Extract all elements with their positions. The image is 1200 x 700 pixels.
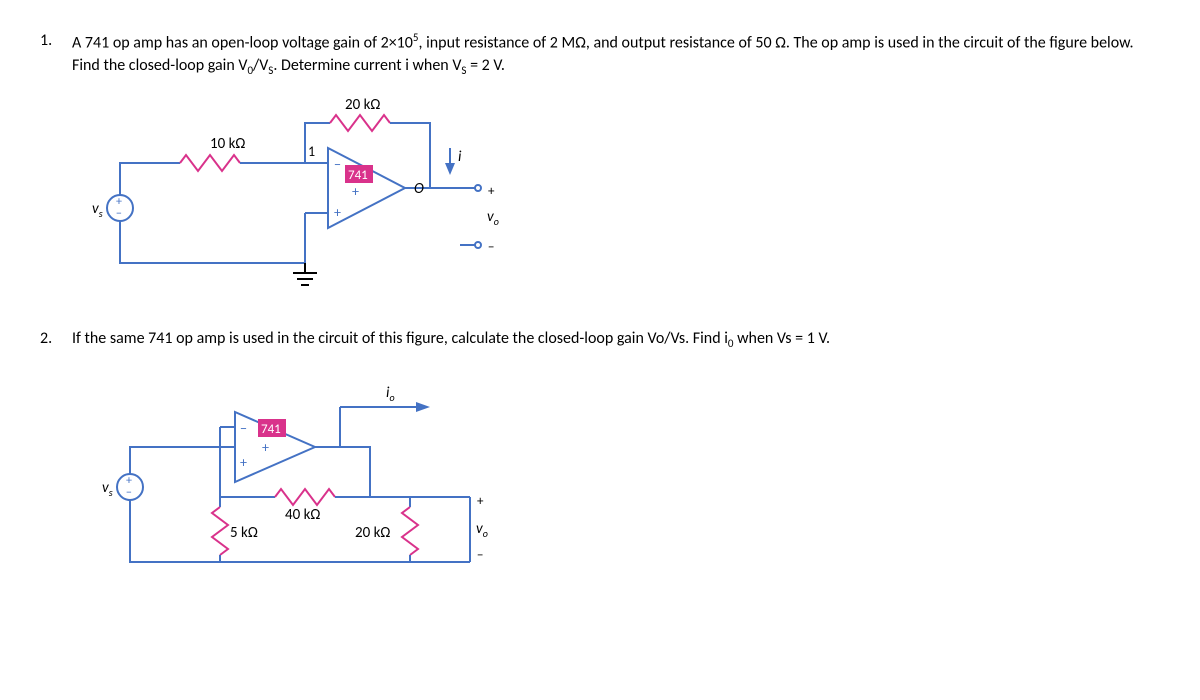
problem-2-number: 2. [40, 328, 72, 352]
circuit-1-svg: 10 kΩ 20 kΩ 1 741 − + + O i vs + − + vo … [80, 93, 510, 303]
vs-label-2: vs [102, 479, 113, 499]
problem-2-text: If the same 741 op amp is used in the ci… [72, 328, 1160, 352]
amp-label-2: 741 [261, 422, 281, 437]
svg-text:−: − [126, 486, 132, 500]
p1-text-seg3: /V [253, 56, 268, 75]
svg-text:+: + [488, 184, 495, 199]
problem-1: 1. A 741 op amp has an open-loop voltage… [40, 30, 1160, 303]
svg-text:+: + [477, 494, 484, 509]
p1-text-seg5: = 2 V. [466, 56, 504, 75]
circuit-2-svg: 741 − + + 5 kΩ 40 kΩ 20 kΩ io vs + − + v… [80, 367, 520, 577]
r2-label: 20 kΩ [345, 96, 380, 114]
r1-label-2: 5 kΩ [230, 524, 258, 542]
svg-text:+: + [334, 204, 341, 221]
svg-text:+: + [262, 439, 269, 456]
svg-text:−: − [334, 156, 341, 173]
problem-1-number: 1. [40, 30, 72, 78]
amp-label-1: 741 [348, 168, 368, 183]
p2-text-seg2: when Vs = 1 V. [733, 329, 830, 348]
problem-1-figure: 10 kΩ 20 kΩ 1 741 − + + O i vs + − + vo … [80, 93, 1160, 303]
svg-text:+: + [352, 183, 359, 200]
r2-label-2: 40 kΩ [285, 506, 320, 524]
svg-text:−: − [488, 240, 494, 255]
problem-2-figure: 741 − + + 5 kΩ 40 kΩ 20 kΩ io vs + − + v… [80, 367, 1160, 577]
svg-text:+: + [240, 454, 247, 471]
svg-text:−: − [240, 420, 247, 437]
problem-2: 2. If the same 741 op amp is used in the… [40, 328, 1160, 577]
r3-label-2: 20 kΩ [355, 524, 390, 542]
node1-label: 1 [308, 143, 315, 160]
out-node-label: O [414, 180, 424, 198]
problem-1-text: A 741 op amp has an open-loop voltage ga… [72, 30, 1160, 78]
i-label: i [458, 148, 462, 166]
vo-label-1: vo [487, 208, 499, 228]
p2-text-seg1: If the same 741 op amp is used in the ci… [72, 329, 728, 348]
p1-text-seg1: A 741 op amp has an open-loop voltage ga… [72, 33, 413, 52]
r1-label: 10 kΩ [210, 135, 245, 153]
vs-label-1: vs [92, 200, 103, 220]
vo-label-2: vo [476, 520, 488, 540]
p1-text-seg4: . Determine current i when V [273, 56, 461, 75]
svg-text:−: − [116, 207, 122, 221]
io-label: io [386, 384, 395, 404]
svg-text:−: − [477, 548, 483, 563]
